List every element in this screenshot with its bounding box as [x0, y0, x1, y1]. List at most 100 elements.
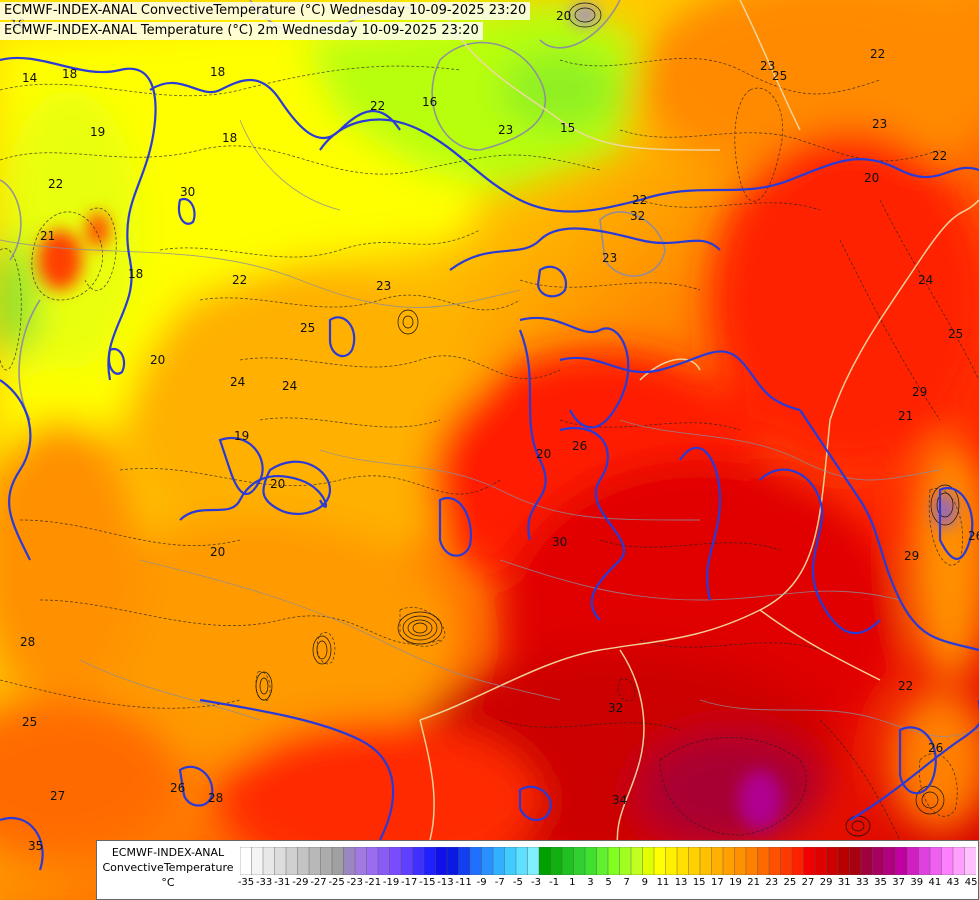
- legend-swatch: [734, 847, 747, 875]
- legend-swatch: [676, 847, 690, 875]
- legend-swatch: [964, 847, 976, 875]
- legend-swatch: [653, 847, 667, 875]
- legend-swatch: [688, 847, 701, 875]
- legend-swatch: [435, 847, 448, 875]
- contour-label: 35: [28, 839, 43, 853]
- contour-label: 19: [90, 125, 105, 139]
- 2m-temperature-isolines: [0, 56, 979, 871]
- legend-swatch: [538, 847, 552, 875]
- legend-tick-label: -13: [437, 877, 454, 888]
- contour-label: 30: [552, 535, 567, 549]
- legend-swatch: [619, 847, 632, 875]
- legend-swatch: [469, 847, 483, 875]
- contour-label: 32: [630, 209, 645, 223]
- contour-label: 22: [48, 177, 63, 191]
- legend-tick-label: -21: [364, 877, 382, 888]
- legend-swatch: [366, 847, 379, 875]
- legend-swatch: [849, 847, 862, 875]
- legend-swatch: [251, 847, 264, 875]
- legend-swatch: [745, 847, 759, 875]
- contour-label: 18: [62, 67, 77, 81]
- contour-label: 22: [632, 193, 647, 207]
- legend-swatch: [527, 847, 540, 875]
- legend-swatch: [941, 847, 954, 875]
- legend-swatch: [504, 847, 517, 875]
- contour-label: 22: [870, 47, 885, 61]
- legend-swatch: [642, 847, 655, 875]
- legend-swatch: [803, 847, 816, 875]
- contour-label: 22: [232, 273, 247, 287]
- legend-tick-label: 37: [892, 877, 905, 888]
- legend-swatch: [274, 847, 287, 875]
- contour-label: 23: [872, 117, 887, 131]
- legend-swatch: [665, 847, 678, 875]
- legend-swatch: [711, 847, 724, 875]
- legend-swatch: [837, 847, 851, 875]
- legend-tick-label: 33: [855, 877, 869, 888]
- contour-label: 27: [50, 789, 65, 803]
- legend-tick-label: 29: [819, 877, 833, 888]
- legend-swatch: [389, 847, 402, 875]
- contour-label: 19: [234, 429, 249, 443]
- legend-title-unit: °C: [161, 876, 175, 889]
- legend-swatch: [412, 847, 425, 875]
- legend-swatch: [699, 847, 713, 875]
- contour-label: 20: [864, 171, 879, 185]
- legend-tick-label: -17: [400, 877, 418, 888]
- contour-label: 24: [282, 379, 297, 393]
- legend-title-variable: ConvectiveTemperature: [102, 861, 234, 874]
- contour-label: 26: [928, 741, 943, 755]
- legend-swatch: [607, 847, 621, 875]
- legend-tick-label: 5: [605, 877, 612, 888]
- legend-swatch: [906, 847, 920, 875]
- legend-swatch: [308, 847, 322, 875]
- contour-label: 20: [210, 545, 225, 559]
- legend-tick-label: -11: [455, 877, 472, 888]
- legend-tick-label: -23: [346, 877, 363, 888]
- legend-tick-label: 3: [587, 877, 594, 888]
- legend-swatch: [814, 847, 828, 875]
- contour-label: 32: [608, 701, 623, 715]
- legend-title-model: ECMWF-INDEX-ANAL: [111, 846, 225, 859]
- legend-swatch: [952, 847, 966, 875]
- legend-swatch: [481, 847, 494, 875]
- contour-label: 24: [230, 375, 245, 389]
- legend-tick-label: -7: [494, 877, 505, 888]
- contour-label: 21: [40, 229, 55, 243]
- legend-swatch: [240, 847, 253, 875]
- legend-tick-label: 35: [874, 877, 887, 888]
- country-borders: [419, 0, 979, 861]
- legend-tick-label: 45: [964, 877, 978, 888]
- legend-tick-label: -35: [237, 877, 255, 888]
- legend-tick-label: 21: [747, 877, 760, 888]
- contour-label: 25: [948, 327, 963, 341]
- contour-label: 21: [898, 409, 913, 423]
- contour-label: 28: [20, 635, 35, 649]
- contour-label: 20: [150, 353, 165, 367]
- legend-swatch: [826, 847, 839, 875]
- contour-label: 30: [180, 185, 195, 199]
- contour-label: 23: [760, 59, 775, 73]
- legend-swatch: [377, 847, 391, 875]
- legend-swatch: [780, 847, 793, 875]
- legend-tick-label: 31: [837, 877, 851, 888]
- legend-tick-label: -5: [512, 877, 523, 888]
- contour-label: 29: [904, 549, 919, 563]
- contour-label: 18: [222, 131, 237, 145]
- color-fill-regions: [0, 0, 979, 880]
- legend-swatch: [320, 847, 333, 875]
- legend-tick-label: -15: [419, 877, 436, 888]
- contour-label: 28: [208, 791, 223, 805]
- legend-swatch: [722, 847, 736, 875]
- legend-swatch: [561, 847, 575, 875]
- legend-swatch: [423, 847, 437, 875]
- legend-swatch: [883, 847, 897, 875]
- contour-label: 25: [300, 321, 315, 335]
- legend-swatch: [550, 847, 563, 875]
- contour-label: 22: [370, 99, 385, 113]
- legend-tick-label: 41: [928, 877, 942, 888]
- legend-tick-label: 25: [783, 877, 797, 888]
- legend-tick-label: 1: [569, 877, 576, 888]
